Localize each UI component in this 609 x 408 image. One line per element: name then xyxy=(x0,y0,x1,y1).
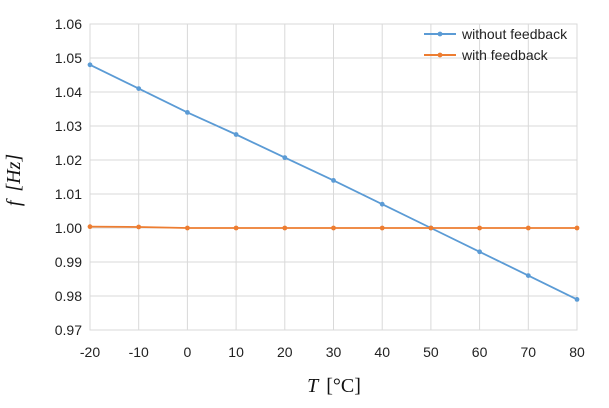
y-tick-label: 0.99 xyxy=(55,254,82,270)
x-tick-label: 80 xyxy=(569,344,585,360)
x-tick-label: 20 xyxy=(277,344,293,360)
data-point-without-feedback xyxy=(477,249,482,255)
data-point-without-feedback xyxy=(379,201,385,207)
y-tick-label: 0.98 xyxy=(55,288,82,304)
svg-text:f [Hz]: f [Hz] xyxy=(3,154,25,206)
x-tick-label: 0 xyxy=(184,344,192,360)
x-axis-variable: T xyxy=(307,375,320,397)
legend-label-with-feedback: with feedback xyxy=(461,47,549,63)
y-tick-label: 1.02 xyxy=(55,152,82,168)
x-axis-ticks: -20 -10 0 10 20 30 40 50 60 70 80 xyxy=(80,344,585,360)
data-point-with-feedback xyxy=(428,225,434,231)
data-point-with-feedback xyxy=(233,225,239,231)
y-tick-label: 1.04 xyxy=(55,84,82,100)
y-tick-label: 1.00 xyxy=(55,220,82,236)
y-tick-label: 0.97 xyxy=(55,322,82,338)
y-tick-label: 1.01 xyxy=(55,186,82,202)
y-axis-title: f [Hz] xyxy=(3,154,25,206)
y-tick-label: 1.05 xyxy=(55,50,82,66)
data-point-with-feedback xyxy=(574,225,580,231)
x-axis-title: T [°C] xyxy=(307,375,361,397)
y-tick-label: 1.03 xyxy=(55,118,82,134)
data-point-without-feedback xyxy=(282,155,288,161)
legend-label-without-feedback: without feedback xyxy=(461,26,568,42)
legend-marker-with-feedback xyxy=(437,52,443,58)
plot-area-frame xyxy=(89,23,578,331)
data-point-with-feedback xyxy=(185,225,190,231)
data-point-without-feedback xyxy=(185,110,190,115)
data-point-with-feedback xyxy=(379,225,385,231)
legend: without feedback with feedback xyxy=(424,26,568,63)
data-point-with-feedback xyxy=(331,225,336,231)
data-point-without-feedback xyxy=(87,62,93,68)
y-axis-unit: [Hz] xyxy=(3,154,25,192)
x-tick-label: 10 xyxy=(228,344,244,360)
x-tick-label: -10 xyxy=(129,344,149,360)
data-point-with-feedback xyxy=(477,225,482,231)
data-point-with-feedback xyxy=(87,224,93,230)
data-point-with-feedback xyxy=(525,225,531,231)
data-point-with-feedback xyxy=(282,225,288,231)
y-tick-label: 1.06 xyxy=(55,16,82,32)
data-point-without-feedback xyxy=(136,86,142,91)
data-point-without-feedback xyxy=(331,178,336,183)
x-tick-label: 60 xyxy=(472,344,488,360)
plot-border xyxy=(89,23,578,331)
x-tick-label: -20 xyxy=(80,344,100,360)
y-axis-variable: f xyxy=(3,198,25,206)
svg-text:T [°C]: T [°C] xyxy=(307,375,361,397)
data-point-without-feedback xyxy=(574,297,580,302)
x-tick-label: 50 xyxy=(423,344,439,360)
y-axis-ticks: 0.97 0.98 0.99 1.00 1.01 1.02 1.03 1.04 1.05 1.06 xyxy=(55,16,82,338)
data-point-with-feedback xyxy=(136,224,142,230)
x-tick-label: 70 xyxy=(521,344,537,360)
x-axis-unit: [°C] xyxy=(326,375,361,397)
legend-marker-without-feedback xyxy=(437,31,443,37)
data-point-without-feedback xyxy=(525,273,531,278)
x-tick-label: 40 xyxy=(374,344,390,360)
x-tick-label: 30 xyxy=(326,344,342,360)
data-point-without-feedback xyxy=(233,132,239,137)
series-layer xyxy=(87,62,580,302)
